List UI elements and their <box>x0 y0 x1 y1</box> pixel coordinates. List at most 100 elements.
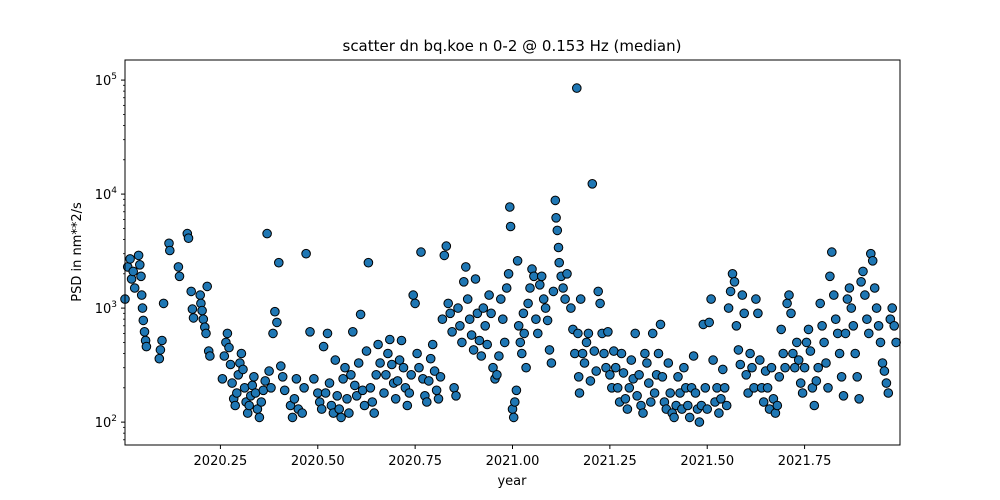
data-point <box>624 383 635 393</box>
data-point <box>854 394 864 404</box>
data-point <box>540 303 551 313</box>
data-point <box>219 351 230 361</box>
data-point <box>575 294 586 304</box>
data-point <box>632 391 642 401</box>
data-point <box>813 362 824 373</box>
x-tick-label: 2020.50 <box>291 454 345 469</box>
data-point <box>638 408 648 418</box>
chart-title: scatter dn bq.koe n 0-2 @ 0.153 Hz (medi… <box>343 37 682 55</box>
data-point <box>811 376 822 386</box>
data-point <box>262 228 272 239</box>
data-point <box>154 353 165 364</box>
data-point <box>346 370 356 380</box>
data-point <box>488 362 498 373</box>
data-point <box>823 383 833 393</box>
data-point <box>369 408 380 418</box>
data-point <box>359 400 370 411</box>
data-point <box>772 400 783 411</box>
data-point <box>533 328 543 339</box>
data-point <box>394 355 405 365</box>
data-point <box>466 330 477 340</box>
data-point <box>422 397 432 407</box>
y-tick-label: 104 <box>95 186 118 203</box>
data-point <box>381 370 391 380</box>
data-point <box>793 355 804 365</box>
data-point <box>829 290 839 300</box>
data-point <box>158 298 169 309</box>
data-point <box>264 366 274 376</box>
data-point <box>799 362 810 373</box>
data-point <box>622 404 633 414</box>
data-point <box>404 388 415 398</box>
data-point <box>679 362 689 373</box>
data-point <box>324 378 335 388</box>
data-point <box>875 337 886 348</box>
data-point <box>505 221 516 232</box>
data-point <box>392 376 403 386</box>
x-tick-label: 2021.75 <box>778 454 832 469</box>
data-point <box>276 361 286 371</box>
data-point <box>410 298 420 309</box>
data-point <box>727 269 738 279</box>
data-point <box>856 277 866 287</box>
data-point <box>790 362 800 373</box>
data-point <box>330 355 341 365</box>
data-point <box>620 394 631 404</box>
data-point <box>891 337 901 348</box>
data-point <box>792 337 802 348</box>
data-point <box>887 303 898 313</box>
data-point <box>873 321 884 331</box>
data-point <box>198 314 209 325</box>
data-point <box>827 247 837 257</box>
data-point <box>848 321 859 331</box>
data-point <box>795 378 806 388</box>
data-point <box>205 351 215 361</box>
data-point <box>183 233 194 243</box>
data-point <box>577 348 588 359</box>
data-point <box>441 241 452 251</box>
data-point <box>496 294 506 304</box>
data-point <box>272 317 282 328</box>
data-point <box>412 348 422 359</box>
data-point <box>297 408 308 418</box>
data-point <box>618 368 629 378</box>
data-point <box>642 358 652 368</box>
data-point <box>139 327 150 337</box>
data-point <box>188 313 199 323</box>
data-point <box>186 286 196 297</box>
data-point <box>535 280 545 290</box>
data-point <box>277 372 288 382</box>
data-point <box>155 345 166 355</box>
data-point <box>718 364 728 375</box>
data-point <box>141 341 152 352</box>
data-point <box>416 247 426 257</box>
data-point <box>348 327 358 337</box>
data-point <box>468 345 479 355</box>
data-point <box>550 195 561 206</box>
data-point <box>842 294 853 304</box>
data-point <box>202 281 212 292</box>
data-point <box>706 294 716 304</box>
data-point <box>256 397 267 407</box>
data-point <box>508 412 519 423</box>
data-point <box>227 378 237 388</box>
data-point <box>427 339 438 350</box>
data-point <box>552 225 563 236</box>
data-point <box>338 374 348 384</box>
data-point <box>250 388 261 398</box>
data-point <box>739 308 750 319</box>
data-point <box>525 283 535 293</box>
y-tick-label: 103 <box>95 300 117 317</box>
data-point <box>860 290 870 300</box>
data-point <box>877 358 888 368</box>
data-point <box>551 213 561 223</box>
data-point <box>762 383 773 393</box>
data-point <box>745 348 755 359</box>
data-point <box>350 380 360 391</box>
data-point <box>774 372 785 382</box>
data-point <box>788 348 798 359</box>
data-point <box>320 388 331 398</box>
data-point <box>852 372 863 382</box>
